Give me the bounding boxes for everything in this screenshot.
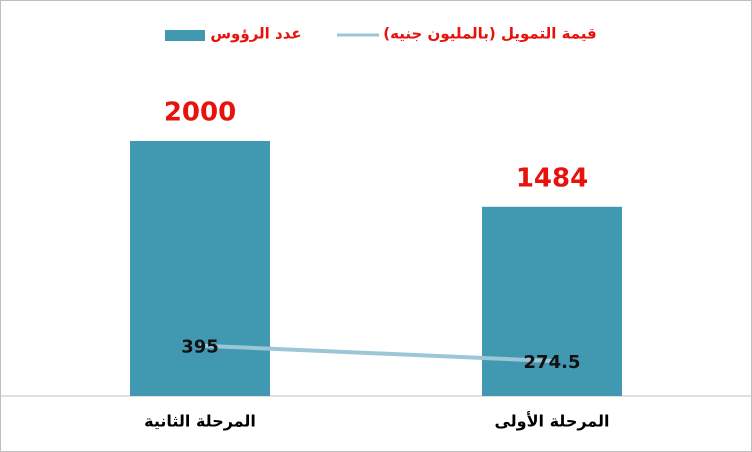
x-tick-label: المرحلة الأولى bbox=[494, 412, 609, 431]
legend-label: عدد الرؤوس bbox=[210, 25, 301, 43]
line-value-label: 395 bbox=[181, 337, 219, 358]
bar bbox=[482, 206, 622, 396]
legend-label: قيمة التمويل (بالمليون جنيه) bbox=[383, 25, 596, 43]
bar bbox=[130, 141, 270, 396]
bar-value-label: 2000 bbox=[164, 98, 236, 128]
line bbox=[199, 343, 553, 363]
bar-value-label: 1484 bbox=[516, 163, 588, 193]
line-value-label: 274.5 bbox=[524, 352, 581, 373]
legend-swatch bbox=[165, 30, 205, 41]
x-tick-label: المرحلة الثانية bbox=[144, 412, 256, 431]
